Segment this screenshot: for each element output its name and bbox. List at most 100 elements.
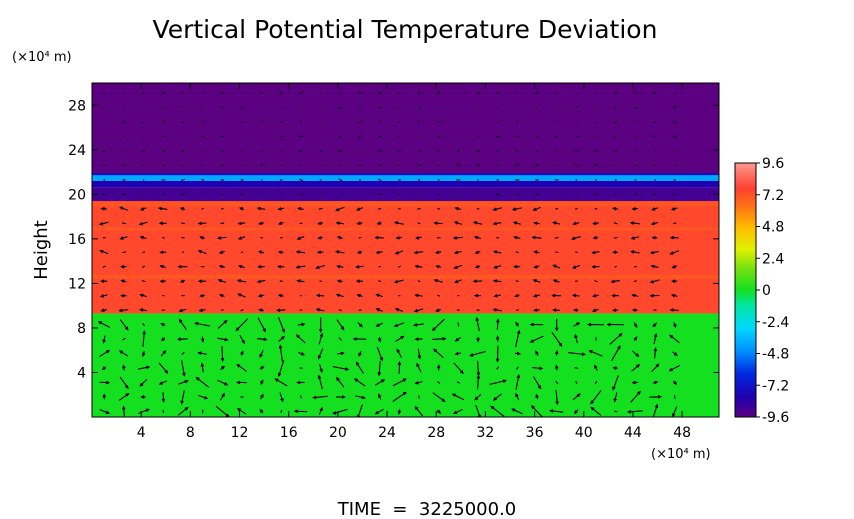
wind-vector [454,206,462,211]
wind-vector [201,150,204,152]
wind-vector [318,207,323,210]
wind-vector [516,366,519,370]
wind-vector [532,279,541,283]
wind-vector [490,405,505,417]
wind-vector [433,221,443,225]
wind-vector [392,378,407,387]
wind-vector [592,221,599,226]
wind-vector [142,322,146,327]
wind-vector [652,403,659,417]
wind-vector [377,336,382,343]
wind-vector [296,279,305,283]
wind-vector [609,332,623,345]
wind-vector [456,381,460,384]
y-tick-label: 28 [68,98,86,114]
wind-vector [219,392,225,401]
wind-vector [669,334,680,344]
wind-vector [139,293,147,298]
wind-vector [515,135,520,138]
wind-vector [375,322,384,327]
wind-vector [492,308,502,312]
wind-vector [513,235,521,240]
wind-vector [515,392,520,401]
wind-vector [613,222,618,225]
wind-vector [554,349,559,356]
wind-vector [474,250,481,254]
wind-vector [218,250,225,254]
wind-vector [653,164,657,167]
wind-vector [514,293,520,298]
wind-vector [220,106,224,109]
wind-vector [217,337,229,342]
wind-vector [101,366,107,371]
wind-vector [194,321,211,327]
wind-vector [259,408,264,414]
wind-vector [353,378,366,387]
wind-vector [200,362,205,373]
wind-vector [433,279,443,283]
wind-vector [256,337,268,342]
wind-vector [337,351,345,356]
wind-vector [532,206,541,211]
wind-vector [496,318,500,330]
wind-vector [631,380,639,385]
wind-vector [417,106,421,109]
wind-vector [102,335,106,344]
wind-vector [218,264,225,269]
wind-vector [631,364,641,372]
wind-vector [280,164,283,167]
wind-vector [121,405,126,417]
wind-vector [355,395,366,400]
wind-vector [473,235,482,240]
wind-vector [496,149,500,152]
wind-vector [197,249,207,255]
wind-vector [120,264,127,269]
wind-vector [181,178,185,181]
wind-vector [454,279,462,284]
y-tick-label: 8 [77,321,86,337]
wind-vector [574,106,579,109]
wind-vector [649,279,660,284]
wind-vector [378,193,382,196]
wind-vector [453,221,462,225]
wind-vector [299,150,303,152]
wind-vector [495,135,500,138]
wind-vector [672,380,678,386]
wind-vector [672,106,677,109]
wind-vector [339,164,342,167]
wind-vector [122,106,126,109]
wind-vector [335,293,344,298]
wind-vector [614,193,617,196]
wind-vector [277,250,284,255]
wind-vector [103,164,106,167]
wind-vector [515,280,520,283]
wind-vector [236,408,247,415]
wind-vector [181,351,185,356]
wind-vector [552,221,561,225]
wind-vector [161,236,165,239]
wind-vector [122,164,126,167]
wind-vector [274,378,288,387]
wind-vector [452,408,463,415]
wind-vector [277,293,284,298]
wind-vector [590,390,602,405]
wind-vector [259,393,264,400]
wind-vector [435,308,442,312]
wind-vector [475,404,482,417]
wind-vector [221,193,224,196]
wind-vector [181,121,185,123]
wind-vector [276,308,286,313]
y-tick-label: 24 [68,143,86,159]
wind-vector [122,337,126,341]
wind-vector [397,409,402,415]
wind-vector [141,280,146,283]
wind-vector [437,164,441,167]
wind-vector [160,337,166,342]
wind-vector [358,106,362,109]
wind-vector [352,337,367,341]
wind-vector [338,135,342,138]
wind-vector [332,408,348,415]
wind-vector [473,293,481,298]
wind-vector [614,265,618,268]
wind-vector [650,264,659,269]
